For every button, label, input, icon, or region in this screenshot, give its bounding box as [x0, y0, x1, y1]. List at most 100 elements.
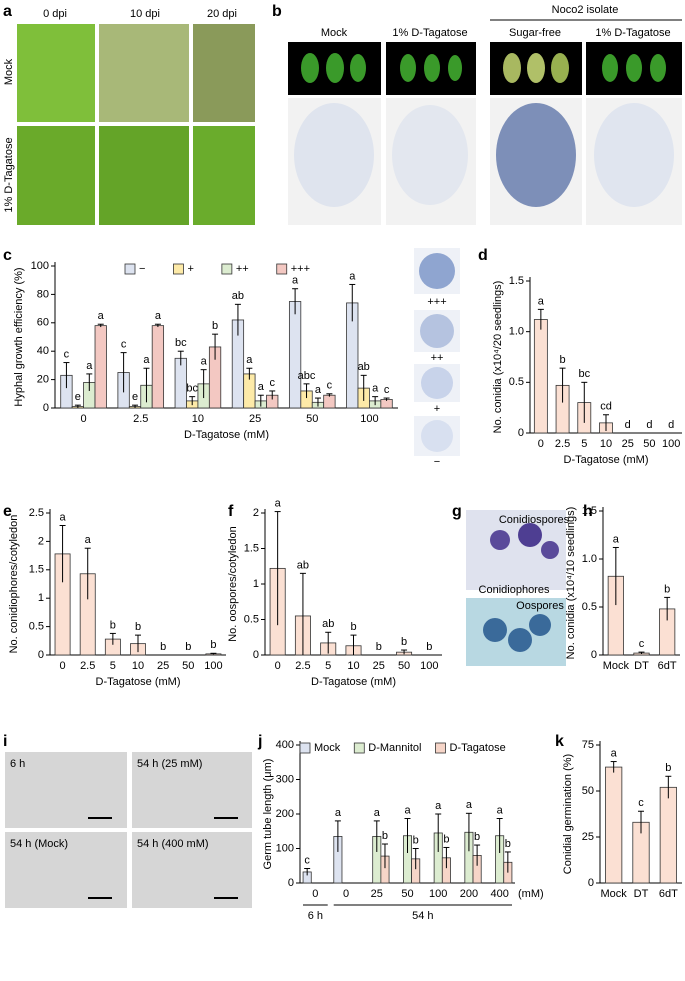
- x-axis-label: D-Tagatose (mM): [96, 676, 181, 688]
- x-unit: (mM): [518, 888, 544, 900]
- y-axis-label: No. conidia (x10⁴/20 seedlings): [492, 281, 504, 434]
- x-tick-label: 400: [490, 888, 508, 900]
- x-tick-label: 50: [398, 660, 410, 672]
- x-tick-label: 100: [204, 660, 222, 672]
- significance-letter: b: [426, 641, 432, 653]
- y-axis-label: Germ tube length (μm): [262, 759, 274, 870]
- panel-letter: j: [257, 733, 262, 750]
- y-tick-label: 50: [582, 785, 594, 797]
- micrograph: [5, 752, 252, 908]
- y-tick-label: 75: [582, 739, 594, 751]
- y-tick-label: 0.5: [509, 376, 524, 388]
- significance-letter: a: [246, 354, 253, 366]
- column-label: 1% D-Tagatose: [392, 27, 467, 39]
- significance-letter: b: [350, 621, 356, 633]
- significance-letter: b: [401, 636, 407, 648]
- group-label: Noco2 isolate: [552, 4, 619, 16]
- significance-letter: a: [335, 807, 342, 819]
- y-axis-label: No. conidiophores/cotyledon: [8, 515, 20, 654]
- y-tick-label: 0: [38, 649, 44, 661]
- legend-swatch: [299, 742, 311, 754]
- panel-letter: d: [478, 247, 488, 264]
- column-label: 20 dpi: [207, 8, 237, 20]
- bar: [659, 786, 677, 884]
- significance-letter: a: [466, 799, 473, 811]
- significance-letter: b: [376, 641, 382, 653]
- photo-key: [414, 248, 460, 456]
- significance-letter: a: [435, 800, 442, 812]
- legend-label: +++: [291, 263, 310, 275]
- significance-letter: e: [75, 391, 81, 403]
- image-label: 54 h (400 mM): [137, 838, 209, 850]
- y-tick-label: 0: [288, 877, 294, 889]
- significance-letter: a: [292, 275, 299, 287]
- significance-letter: b: [210, 639, 216, 651]
- significance-letter: a: [497, 804, 504, 816]
- y-tick-label: 25: [582, 831, 594, 843]
- legend-label: D-Mannitol: [368, 742, 421, 754]
- x-tick-label: 0: [275, 660, 281, 672]
- panel-letter: f: [228, 503, 234, 520]
- legend-swatch: [435, 742, 446, 754]
- column-label: 0 dpi: [43, 8, 67, 20]
- x-tick-label: 10: [600, 438, 612, 450]
- x-tick-label: 50: [643, 438, 655, 450]
- x-tick-label: 25: [157, 660, 169, 672]
- y-tick-label: 1: [38, 592, 44, 604]
- y-tick-label: 1.0: [582, 553, 597, 565]
- significance-letter: c: [121, 339, 127, 351]
- bar: [174, 357, 187, 409]
- significance-letter: ab: [232, 290, 244, 302]
- x-tick-label: 200: [460, 888, 478, 900]
- significance-letter: b: [560, 354, 566, 366]
- x-axis-label: D-Tagatose (mM): [311, 676, 396, 688]
- y-tick-label: 1: [253, 578, 259, 590]
- significance-letter: c: [639, 638, 645, 650]
- significance-letter: c: [327, 380, 333, 392]
- column-label: Sugar-free: [509, 27, 561, 39]
- significance-letter: a: [155, 310, 162, 322]
- legend-swatch: [221, 263, 233, 275]
- y-tick-label: 0: [588, 877, 594, 889]
- row-label: Mock: [3, 58, 15, 85]
- column-label: Mock: [321, 27, 348, 39]
- y-tick-label: 2: [38, 535, 44, 547]
- significance-letter: a: [258, 381, 265, 393]
- micrograph: [466, 510, 566, 666]
- x-tick-label: 100: [429, 888, 447, 900]
- significance-letter: b: [185, 641, 191, 653]
- significance-letter: c: [384, 384, 390, 396]
- x-tick-label: 0: [538, 438, 544, 450]
- column-label: 1% D-Tagatose: [595, 27, 670, 39]
- significance-letter: a: [201, 356, 208, 368]
- panel-letter: h: [583, 503, 593, 520]
- x-tick-label: 100: [420, 660, 438, 672]
- significance-letter: abc: [298, 370, 316, 382]
- bar: [533, 319, 548, 434]
- row-label: 1% D-Tagatose: [3, 137, 15, 212]
- y-tick-label: 80: [37, 288, 49, 300]
- y-tick-label: 1.0: [509, 326, 524, 338]
- x-tick-label: 6dT: [659, 888, 678, 900]
- group-label: 6 h: [308, 910, 323, 922]
- y-tick-label: 300: [276, 773, 294, 785]
- y-tick-label: 1.5: [244, 542, 259, 554]
- x-tick-label: Mock: [603, 660, 630, 672]
- panel-letter: c: [3, 247, 12, 264]
- bar: [151, 325, 165, 409]
- significance-letter: d: [646, 419, 652, 431]
- legend-swatch: [173, 263, 184, 275]
- significance-letter: b: [413, 834, 419, 846]
- x-tick-label: DT: [634, 888, 649, 900]
- significance-letter: bc: [186, 383, 198, 395]
- significance-letter: a: [404, 804, 411, 816]
- significance-letter: a: [98, 310, 105, 322]
- significance-letter: d: [625, 419, 631, 431]
- significance-letter: ab: [358, 361, 370, 373]
- x-tick-label: Mock: [601, 888, 628, 900]
- bar: [323, 394, 336, 409]
- x-tick-label: 2.5: [133, 413, 148, 425]
- y-tick-label: 400: [276, 739, 294, 751]
- x-tick-label: 5: [325, 660, 331, 672]
